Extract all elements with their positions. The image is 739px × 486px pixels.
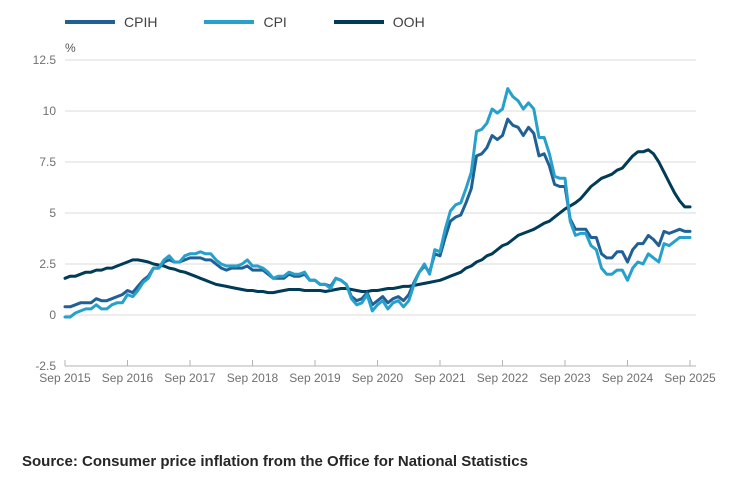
legend-item-cpih[interactable]: CPIH bbox=[65, 14, 157, 30]
x-axis-tick-label: Sep 2018 bbox=[227, 371, 279, 385]
ooh-data-line bbox=[63, 148, 692, 295]
y-axis-tick-label: 10 bbox=[43, 104, 57, 118]
ooh-line-swatch-icon bbox=[333, 20, 384, 24]
y-axis-tick-label: 12.5 bbox=[33, 53, 57, 67]
x-axis-tick-label: Sep 2020 bbox=[352, 371, 404, 385]
legend-label-cpi: CPI bbox=[263, 14, 287, 30]
y-axis-tick-label: 5 bbox=[49, 206, 56, 220]
y-axis-tick-label: 0 bbox=[49, 308, 56, 322]
x-axis-tick-label: Sep 2016 bbox=[102, 371, 154, 385]
cpih-data-line bbox=[63, 117, 692, 309]
y-axis-tick-label: 2.5 bbox=[39, 257, 56, 271]
x-axis-tick-label: Sep 2021 bbox=[414, 371, 466, 385]
legend-item-cpi[interactable]: CPI bbox=[204, 14, 287, 30]
x-axis-tick-label: Sep 2017 bbox=[164, 371, 216, 385]
legend-label-ooh: OOH bbox=[392, 14, 425, 30]
x-axis-tick-label: Sep 2019 bbox=[289, 371, 341, 385]
source-note: Source: Consumer price inflation from th… bbox=[22, 453, 528, 470]
cpi-line-swatch-icon bbox=[204, 20, 255, 24]
y-axis-unit-label: % bbox=[65, 41, 76, 55]
x-axis-tick-label: Sep 2022 bbox=[477, 371, 529, 385]
inflation-line-chart: -2.5 0 2.5 5 7.5 10 12.5% Sep 2015 Sep 2016 Sep 2… bbox=[33, 41, 716, 385]
x-axis-tick-label: Sep 2025 bbox=[664, 371, 716, 385]
y-axis-tick-label: -2.5 bbox=[35, 359, 56, 373]
y-axis-tick-label: 7.5 bbox=[39, 155, 56, 169]
legend-item-ooh[interactable]: OOH bbox=[333, 14, 425, 30]
cpi-data-line bbox=[63, 87, 692, 319]
x-axis-tick-label: Sep 2023 bbox=[539, 371, 591, 385]
x-axis-tick-label: Sep 2015 bbox=[39, 371, 91, 385]
cpih-line-swatch-icon bbox=[65, 20, 115, 24]
chart-legend: CPIH CPI OOH bbox=[65, 14, 425, 30]
x-axis-tick-label: Sep 2024 bbox=[602, 371, 654, 385]
legend-label-cpih: CPIH bbox=[124, 14, 158, 30]
